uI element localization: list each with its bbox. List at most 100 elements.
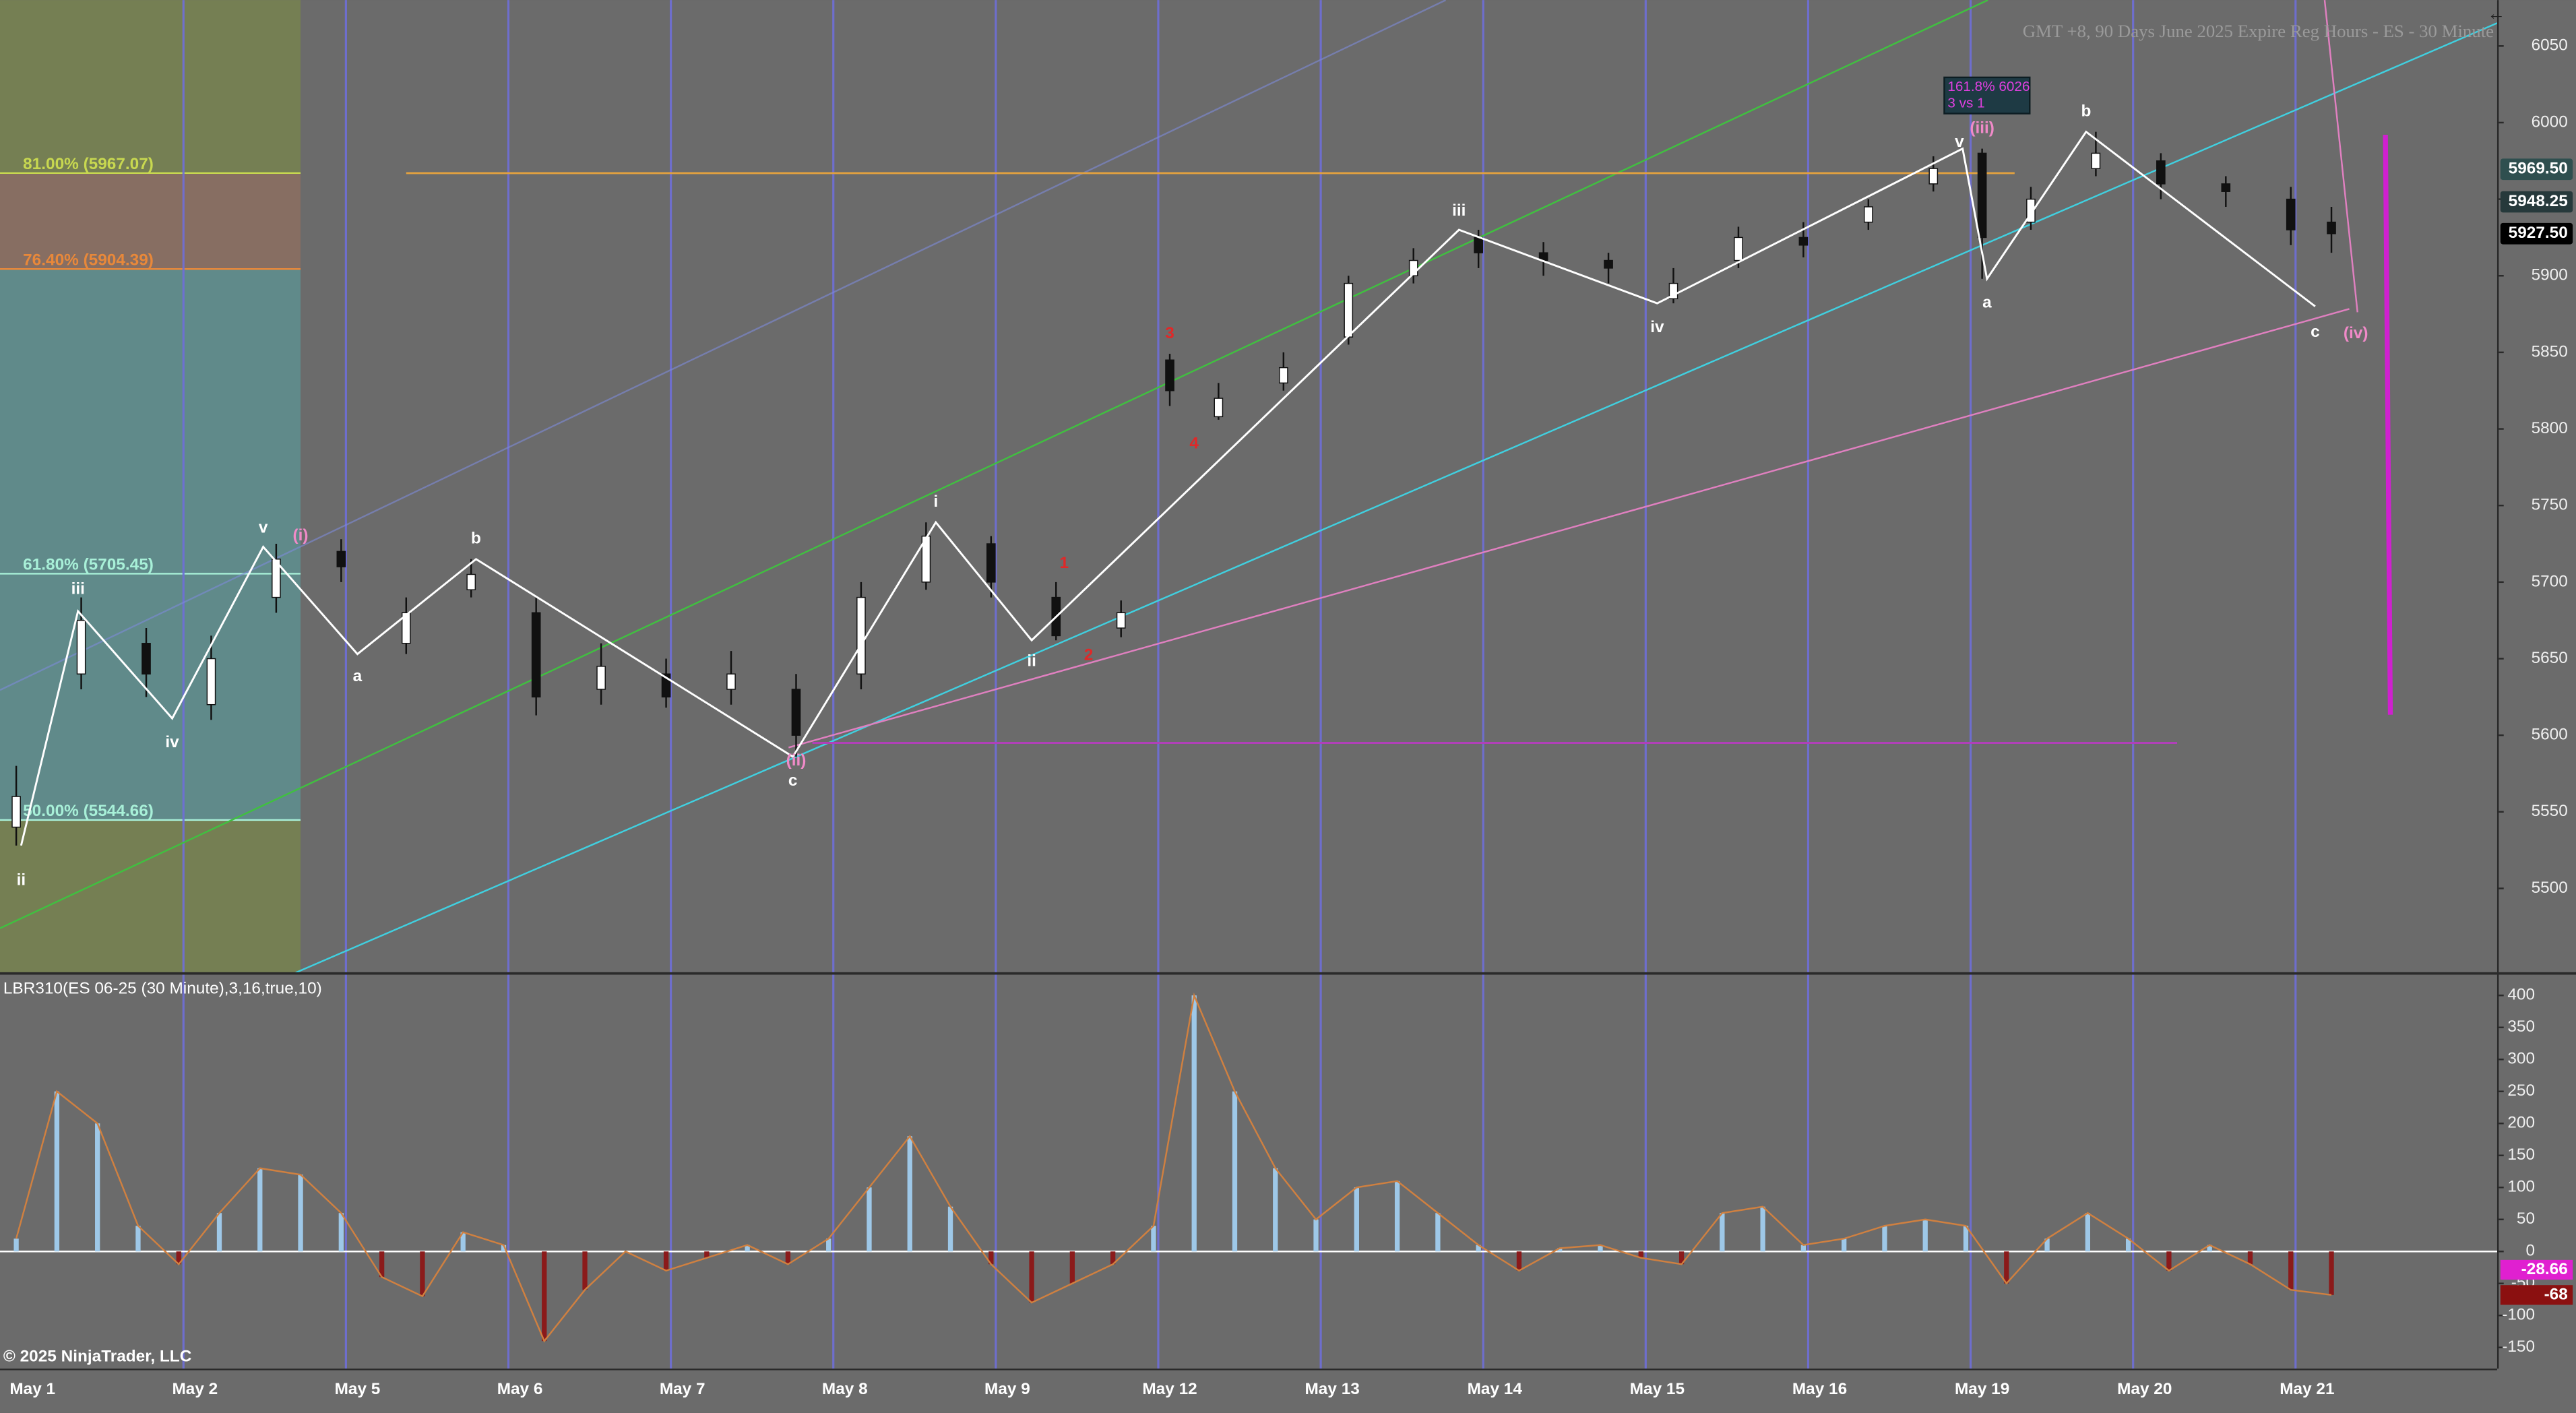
x-tick-label: May 21: [2280, 1380, 2334, 1398]
osc-bar: [176, 1251, 181, 1265]
osc-bar: [95, 1123, 100, 1252]
wave-label: (ii): [786, 751, 807, 770]
osc-bar: [13, 1238, 19, 1252]
wave-label: c: [2311, 323, 2320, 341]
candle-body: [2091, 152, 2101, 169]
price-flag: [2500, 191, 2573, 213]
annotation-box: [1943, 76, 2031, 115]
osc-bar: [2207, 1245, 2212, 1252]
wave-label: ii: [17, 871, 26, 889]
osc-flag: [2500, 1259, 2573, 1280]
osc-bar: [2004, 1251, 2009, 1284]
candle-body: [1474, 237, 1483, 253]
osc-bar: [1151, 1226, 1156, 1252]
wave-path: [20, 130, 2316, 846]
scroll-arrow[interactable]: ←: [2487, 3, 2505, 24]
y-tick-label: 150: [2507, 1145, 2535, 1164]
osc-bar: [2166, 1251, 2172, 1271]
price-flag: [2500, 222, 2573, 245]
candle-body: [1604, 259, 1613, 269]
y-tick-label: 250: [2507, 1081, 2535, 1100]
wave-label: c: [788, 772, 798, 790]
osc-bar: [1557, 1248, 1563, 1252]
y-tick-label: 5650: [2532, 649, 2568, 667]
wave-label: iii: [71, 580, 85, 598]
y-tick-label: 0: [2525, 1242, 2535, 1260]
x-tick-label: May 6: [497, 1380, 543, 1398]
osc-bar: [54, 1091, 60, 1252]
candle-body: [1734, 237, 1743, 261]
osc-bar: [1069, 1251, 1075, 1284]
osc-bar: [582, 1251, 588, 1290]
wave-label: a: [1982, 294, 1992, 312]
y-tick-label: 5700: [2532, 572, 2568, 590]
osc-bar: [1110, 1251, 1116, 1265]
candle-body: [466, 573, 476, 590]
candle-body: [1278, 367, 1288, 384]
x-tick-label: May 19: [1955, 1380, 2009, 1398]
osc-flag-label: -28.66: [2521, 1260, 2568, 1278]
osc-bar: [298, 1174, 303, 1252]
y-tick-label: 5800: [2532, 419, 2568, 437]
osc-bar: [1516, 1251, 1522, 1271]
wave-label: b: [2081, 102, 2091, 120]
fib-zone: [0, 269, 301, 574]
price-flag: [2500, 158, 2573, 181]
wave-label: v: [259, 519, 268, 537]
y-tick-label: 50: [2517, 1210, 2535, 1228]
fib-zone: [0, 573, 301, 820]
wave-label: ii: [1027, 652, 1036, 670]
osc-bar: [2247, 1251, 2253, 1265]
y-tick-label: 5550: [2532, 802, 2568, 820]
candle-body: [2221, 183, 2231, 192]
x-tick-label: May 12: [1142, 1380, 1197, 1398]
candle-body: [726, 673, 736, 690]
x-tick-label: May 7: [660, 1380, 705, 1398]
osc-bar: [2085, 1213, 2091, 1252]
x-tick-label: May 5: [335, 1380, 381, 1398]
osc-bar: [1313, 1219, 1319, 1252]
y-tick-label: 100: [2507, 1178, 2535, 1196]
candle-body: [336, 551, 346, 567]
candle-body: [596, 666, 606, 690]
y-tick-label: 300: [2507, 1050, 2535, 1068]
candle-body: [2156, 160, 2166, 185]
fib-label: 50.00% (5544.66): [23, 802, 154, 820]
fib-label: 81.00% (5967.07): [23, 155, 154, 173]
osc-bar: [1638, 1251, 1643, 1258]
fib-label: 61.80% (5705.45): [23, 556, 154, 574]
y-tick-label: 5850: [2532, 342, 2568, 360]
x-tick-label: May 16: [1792, 1380, 1847, 1398]
x-tick-label: May 9: [984, 1380, 1030, 1398]
x-tick-label: May 20: [2117, 1380, 2172, 1398]
osc-bar: [1273, 1168, 1278, 1252]
projection-line: [2383, 134, 2393, 715]
osc-bar: [1394, 1181, 1400, 1252]
channel-line: [0, 0, 1447, 691]
candle-body: [401, 612, 411, 644]
osc-line: [15, 992, 2332, 1343]
wave-label: iv: [1650, 318, 1664, 336]
annotation-text: 161.8% 6026: [1947, 79, 2030, 94]
wave-label: iii: [1452, 201, 1466, 220]
price-flag-label: 5948.25: [2509, 192, 2568, 210]
x-tick-label: May 8: [822, 1380, 868, 1398]
wave-label: 4: [1189, 435, 1199, 453]
x-tick-label: May 2: [172, 1380, 218, 1398]
osc-bar: [2125, 1238, 2131, 1252]
osc-bar: [1598, 1245, 1603, 1252]
y-tick-label: 5750: [2532, 496, 2568, 514]
x-tick-label: May 15: [1630, 1380, 1685, 1398]
fib-zone: [0, 172, 301, 270]
osc-bar: [826, 1238, 831, 1252]
osc-bar: [257, 1168, 263, 1252]
osc-bar: [1882, 1226, 1887, 1252]
candle-body: [986, 543, 996, 583]
osc-flag: [2500, 1285, 2573, 1305]
osc-bar: [1800, 1245, 1807, 1252]
wave-label: (i): [293, 526, 309, 544]
osc-bar: [1476, 1245, 1481, 1252]
